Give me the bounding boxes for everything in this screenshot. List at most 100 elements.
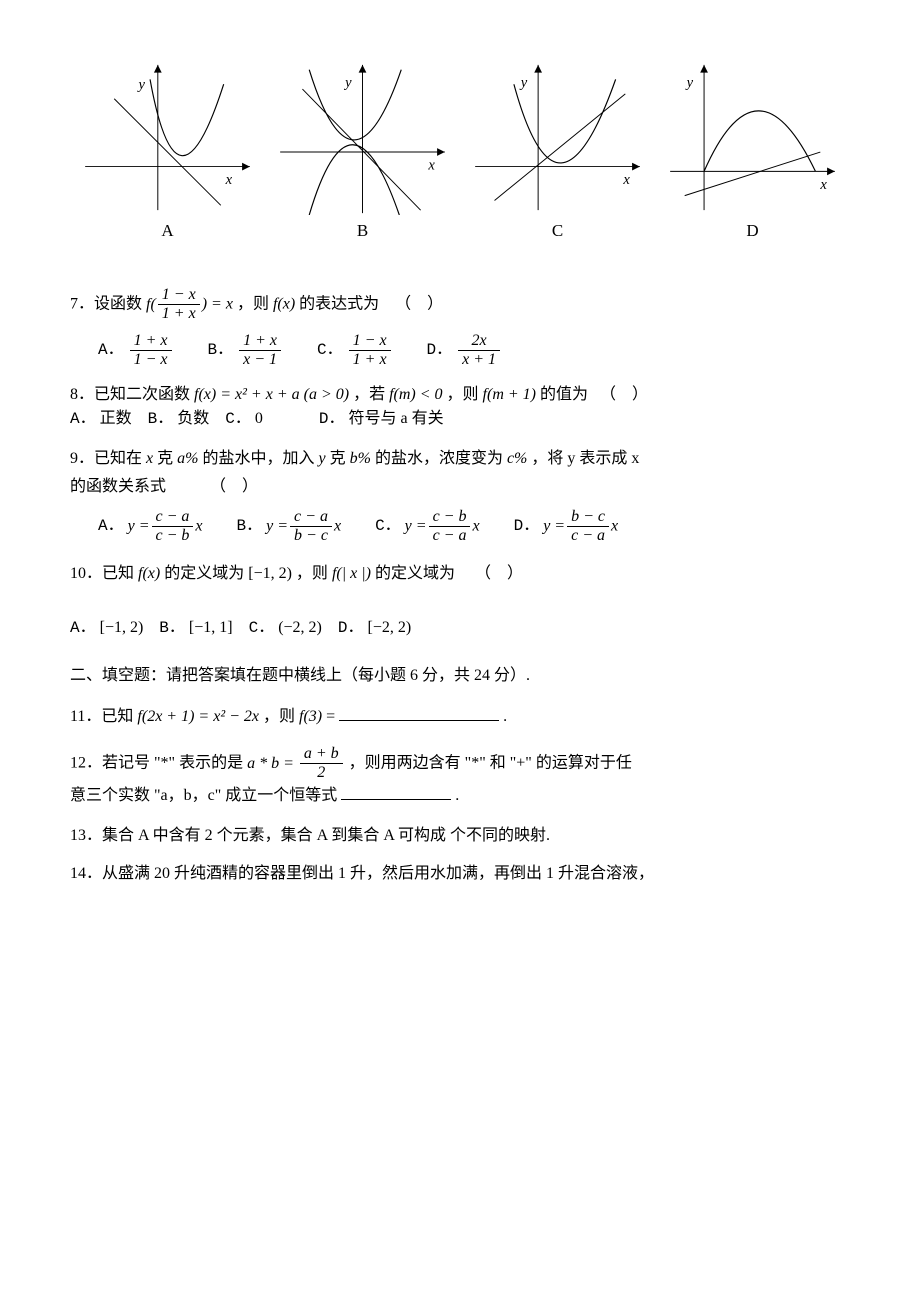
q7-opt-A: A．1 + x1 − x xyxy=(98,332,174,370)
q9-c: c% xyxy=(507,450,527,467)
q9-options: A．y =c − ac − bx B．y =c − ab − cx C．y =c… xyxy=(98,508,850,546)
q9-x: x xyxy=(146,450,153,467)
q10-dom: [−1, 2) xyxy=(248,565,292,582)
q9A-num: c − a xyxy=(152,508,194,526)
question-9: 9．已知在 x 克 a% 的盐水中，加入 y 克 b% 的盐水，浓度变为 c% … xyxy=(70,445,850,545)
q10-p2: 的定义域为 xyxy=(164,565,244,582)
svg-text:y: y xyxy=(685,75,694,91)
q9-opt-B: B．y =c − ab − cx xyxy=(237,508,342,546)
q12-tail: . xyxy=(455,787,459,804)
q7D-den: x + 1 xyxy=(458,350,500,369)
q8-pre: 8．已知二次函数 xyxy=(70,386,190,403)
q11-p1: 11．已知 xyxy=(70,708,133,725)
q9A-rhs: x xyxy=(195,517,202,534)
svg-text:y: y xyxy=(136,77,145,93)
q9-ke1: 克 xyxy=(157,450,173,467)
q7-paren: （ ） xyxy=(395,295,449,312)
q11-p3: = xyxy=(326,708,335,725)
q8-mid1: ，若 xyxy=(353,386,385,403)
q8-tail: 的值为 xyxy=(540,386,588,403)
q10-p4: 的定义域为 xyxy=(375,565,455,582)
q7-opt-D: D．2xx + 1 xyxy=(427,332,503,370)
q9C-lhs: y = xyxy=(405,517,427,534)
q10-fabs: f(| x |) xyxy=(332,565,371,582)
svg-text:x: x xyxy=(622,172,630,188)
q9D-rhs: x xyxy=(611,517,618,534)
q9-p1b: 的盐水中，加入 xyxy=(202,450,314,467)
q9-p1a: 9．已知在 xyxy=(70,450,142,467)
q12-p1: 12．若记号 "*" 表示的是 xyxy=(70,754,243,771)
question-14: 14．从盛满 20 升纯酒精的容器里倒出 1 升，然后用水加满，再倒出 1 升混… xyxy=(70,862,850,886)
q11-tail: . xyxy=(503,708,507,725)
svg-text:y: y xyxy=(519,75,528,91)
graph-C: y x C xyxy=(470,60,645,246)
q9-y: y xyxy=(318,450,325,467)
q9-opt-A: A．y =c − ac − bx xyxy=(98,508,203,546)
q7-mid: ，则 xyxy=(237,295,269,312)
q9B-num: c − a xyxy=(290,508,332,526)
q8-A: 正数 xyxy=(100,410,132,427)
q11-eq: f(2x + 1) = x² − 2x xyxy=(137,708,259,725)
q10-fx: f(x) xyxy=(138,565,160,582)
q8-func: f(x) = x² + x + a (a > 0) xyxy=(194,386,349,403)
q12-p3: 意三个实数 "a，b，c" 成立一个恒等式 xyxy=(70,787,337,804)
q9B-lhs: y = xyxy=(266,517,288,534)
q8-B: 负数 xyxy=(177,410,209,427)
q11-f3: f(3) xyxy=(299,708,322,725)
q8-paren: （ ） xyxy=(600,386,654,403)
q9A-den: c − b xyxy=(152,526,194,545)
q9D-lhs: y = xyxy=(543,517,565,534)
q9-b: b% xyxy=(350,450,371,467)
q8-C: 0 xyxy=(255,410,263,427)
q7-den: 1 + x xyxy=(158,304,200,323)
q7-num: 1 − x xyxy=(158,286,200,304)
graph-A-label: A xyxy=(80,217,255,246)
q9-a: a% xyxy=(177,450,198,467)
graphs-panel: y x A y x B y x xyxy=(70,60,850,246)
question-10: 10．已知 f(x) 的定义域为 [−1, 2) ，则 f(| x |) 的定义… xyxy=(70,560,850,643)
graph-D-label: D xyxy=(665,217,840,246)
q9-p1d: ，将 y 表示成 x xyxy=(531,450,639,467)
q9A-lhs: y = xyxy=(128,517,150,534)
q7-opt-B: B．1 + xx − 1 xyxy=(208,332,284,370)
q9-paren: （ ） xyxy=(210,478,264,495)
svg-text:x: x xyxy=(427,157,435,173)
q10-p1: 10．已知 xyxy=(70,565,134,582)
q7-opt-C: C．1 − x1 + x xyxy=(317,332,393,370)
svg-text:x: x xyxy=(819,177,827,193)
q9B-rhs: x xyxy=(334,517,341,534)
q7B-den: x − 1 xyxy=(239,350,281,369)
q7D-num: 2x xyxy=(458,332,500,350)
graph-D: y x D xyxy=(665,60,840,246)
q7-options: A．1 + x1 − x B．1 + xx − 1 C．1 − x1 + x D… xyxy=(98,332,850,370)
q10-paren: （ ） xyxy=(475,565,529,582)
graph-B: y x B xyxy=(275,60,450,246)
q7B-num: 1 + x xyxy=(239,332,281,350)
question-11: 11．已知 f(2x + 1) = x² − 2x ，则 f(3) = . xyxy=(70,703,850,730)
q7A-den: 1 − x xyxy=(130,350,172,369)
q7A-num: 1 + x xyxy=(130,332,172,350)
q9D-den: c − a xyxy=(567,526,609,545)
q11-p2: ，则 xyxy=(263,708,295,725)
q9D-num: b − c xyxy=(567,508,609,526)
q10-C: (−2, 2) xyxy=(278,619,322,636)
question-13: 13．集合 A 中含有 2 个元素，集合 A 到集合 A 可构成 个不同的映射. xyxy=(70,824,850,848)
question-12: 12．若记号 "*" 表示的是 a * b = a + b2 ，则用两边含有 "… xyxy=(70,745,850,810)
q7-lhs-post: ) = x xyxy=(202,295,233,312)
q12-p2: ，则用两边含有 "*" 和 "+" 的运算对于任 xyxy=(349,754,632,771)
q12-blank xyxy=(341,799,451,800)
q7-tail: 的表达式为 xyxy=(299,295,379,312)
q9-p2: 的函数关系式 xyxy=(70,478,166,495)
svg-text:x: x xyxy=(225,172,233,188)
q12-lhs: a * b = xyxy=(247,750,294,777)
q12-num: a + b xyxy=(300,745,343,763)
q9-p1c: 的盐水，浓度变为 xyxy=(375,450,503,467)
q8-mid2: ，则 xyxy=(447,386,479,403)
graph-B-label: B xyxy=(275,217,450,246)
q8-target: f(m + 1) xyxy=(483,386,536,403)
q10-B: [−1, 1] xyxy=(189,619,233,636)
q9-opt-C: C．y =c − bc − ax xyxy=(375,508,480,546)
q7-lhs-pre: f( xyxy=(146,296,156,313)
q7-fx: f(x) xyxy=(273,295,295,312)
q7-prefix: 7．设函数 xyxy=(70,295,142,312)
